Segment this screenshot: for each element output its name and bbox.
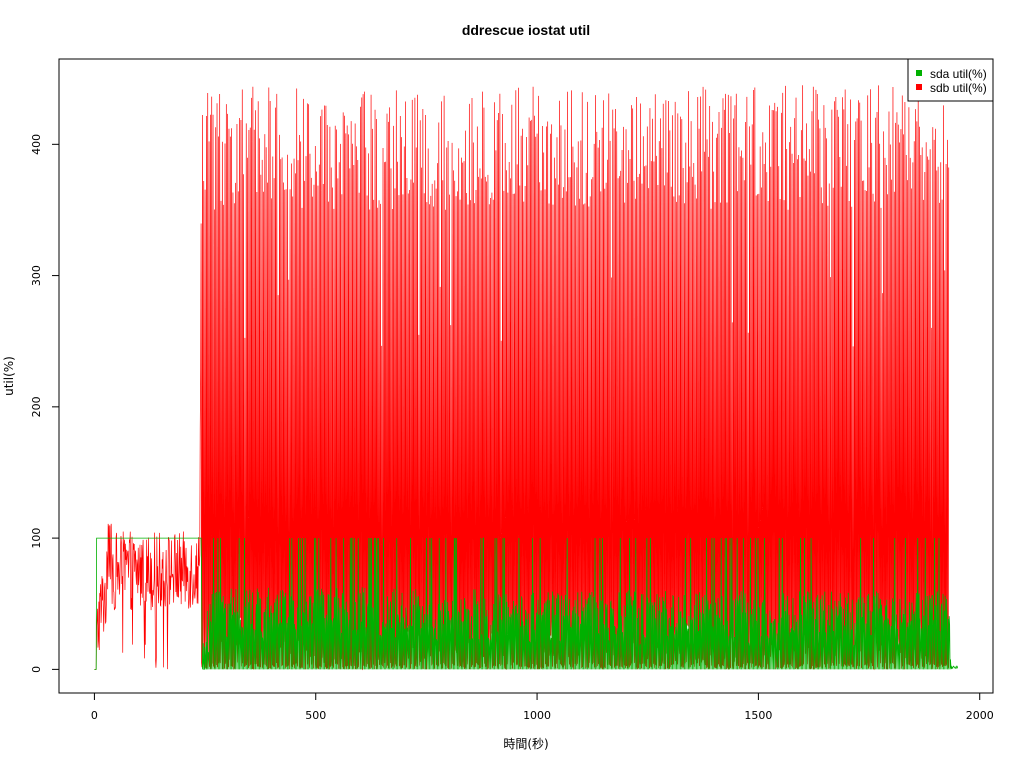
legend-label-sdb: sdb util(%) <box>930 81 987 95</box>
x-tick-label: 2000 <box>966 709 994 722</box>
legend: sda util(%) sdb util(%) <box>907 58 994 102</box>
series-line-sda <box>94 537 958 670</box>
y-axis-label: util(%) <box>2 356 16 396</box>
axis-layer: 0 500 1000 1500 2000 0 100 200 300 400 <box>30 134 994 722</box>
y-tick-label: 300 <box>30 265 43 286</box>
legend-label-sda: sda util(%) <box>930 67 987 81</box>
legend-box <box>907 58 994 102</box>
x-axis-label: 時間(秒) <box>503 737 548 751</box>
series-layer <box>94 85 958 671</box>
chart-title: ddrescue iostat util <box>462 22 590 38</box>
x-tick-label: 1000 <box>523 709 551 722</box>
x-tick-label: 1500 <box>744 709 772 722</box>
y-tick-label: 200 <box>30 396 43 417</box>
x-tick-label: 0 <box>91 709 98 722</box>
y-tick-label: 100 <box>30 528 43 549</box>
legend-swatch-sdb <box>916 84 922 90</box>
y-tick-label: 0 <box>30 666 43 673</box>
y-tick-label: 400 <box>30 134 43 155</box>
series-line-sdb <box>94 85 950 671</box>
x-tick-label: 500 <box>305 709 326 722</box>
legend-swatch-sda <box>916 70 922 76</box>
